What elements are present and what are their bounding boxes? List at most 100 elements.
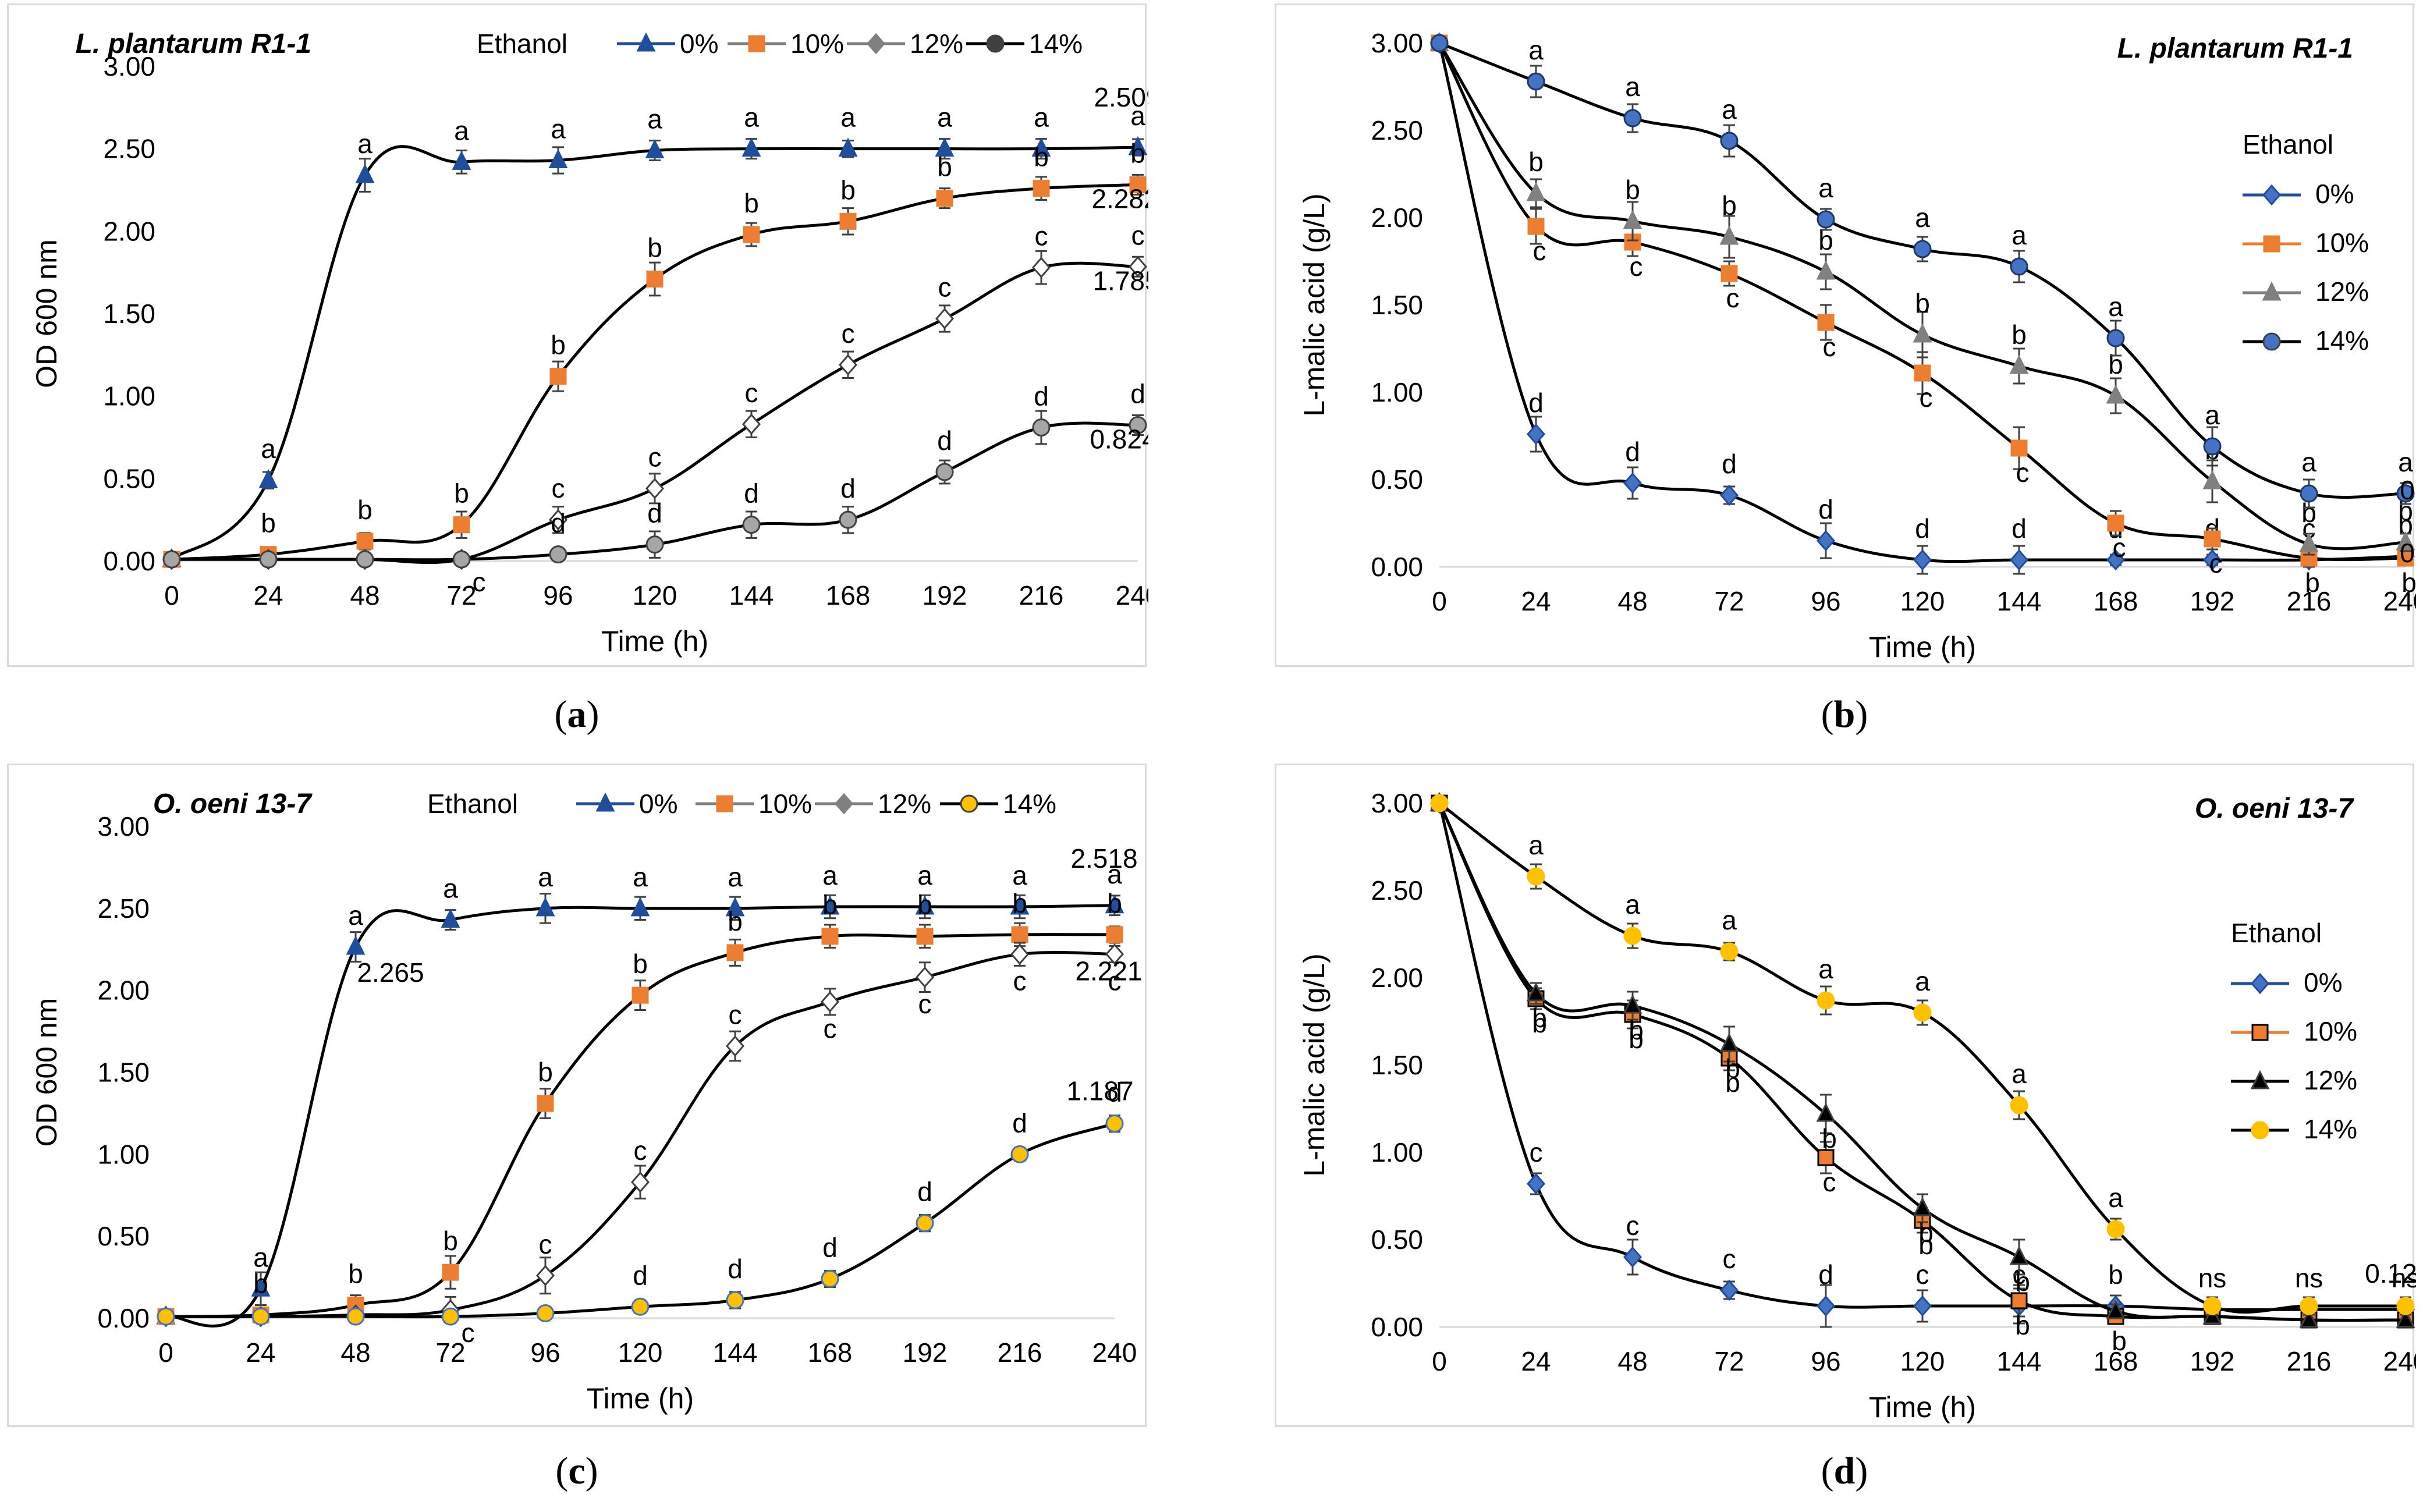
end-value-label: 0.42	[2400, 475, 2416, 505]
significance-letter: a	[2108, 292, 2123, 322]
y-axis-title: L-malic acid (g/L)	[1298, 953, 1331, 1176]
data-point	[1914, 364, 1931, 382]
significance-letter: b	[454, 478, 469, 509]
x-tick-label: 120	[633, 580, 677, 611]
data-point	[2010, 549, 2028, 571]
axes-group: 0.00 0.50 1.00 1.50 2.00 2.50 3.00 0 24 48 72 96 120…	[1298, 28, 2416, 663]
significance-letter: d	[1034, 381, 1049, 411]
significance-letter: b	[2015, 1310, 2030, 1340]
x-tick-label: 0	[1432, 586, 1447, 616]
data-point	[2300, 484, 2318, 503]
legend-title: Ethanol	[477, 29, 567, 59]
caption-a: (a)	[554, 693, 599, 736]
data-point	[2396, 484, 2415, 503]
data-point	[441, 908, 460, 928]
data-point	[631, 1171, 650, 1193]
data-point	[1719, 225, 1739, 245]
data-point	[2396, 531, 2415, 551]
data-point	[1623, 994, 1642, 1014]
significance-letter: d	[633, 1260, 648, 1290]
x-tick-label: 120	[618, 1337, 663, 1368]
data-point	[1105, 943, 1124, 965]
data-point	[645, 478, 664, 499]
x-tick-label: 192	[2190, 1346, 2235, 1376]
significance-letter: d	[1528, 388, 1544, 418]
legend-marker	[636, 32, 656, 52]
x-tick-label: 72	[435, 1337, 465, 1368]
x-tick-label: 144	[713, 1337, 758, 1368]
significance-letter: b	[937, 152, 952, 182]
y-tick-label: 2.00	[97, 975, 150, 1006]
x-tick-label: 0	[158, 1337, 173, 1368]
significance-letter: ns	[2392, 1263, 2416, 1293]
y-tick-label: 3.00	[103, 51, 155, 81]
significance-letter: c	[938, 272, 952, 303]
y-tick-label: 2.50	[1371, 115, 1423, 145]
axes-group: 0.00 0.50 1.00 1.50 2.00 2.50 3.00 0 24 48 72 96 120…	[1298, 788, 2416, 1424]
legend-label: 10%	[2304, 1016, 2357, 1046]
data-point	[726, 944, 744, 961]
significance-letter: c	[1726, 283, 1740, 313]
data-point	[742, 137, 761, 157]
data-point	[2106, 1220, 2125, 1238]
data-point	[1527, 423, 1545, 445]
significance-letter: c	[1630, 251, 1643, 282]
significance-letter: a	[538, 862, 553, 892]
significance-letter: a	[551, 114, 566, 144]
chart-c-svg: 0.00 0.50 1.00 1.50 2.00 2.50 3.00 0 24 48 72 96 120…	[30, 789, 1143, 1415]
end-value-label: 2.221	[1075, 956, 1142, 986]
data-point	[2203, 437, 2222, 456]
significance-letter: c	[745, 378, 758, 408]
significance-letter: b	[647, 233, 662, 263]
significance-letter: a	[454, 115, 469, 145]
caption-c: (c)	[555, 1450, 598, 1492]
y-tick-label: 0.50	[97, 1221, 150, 1251]
significance-letter: b	[2012, 320, 2027, 350]
x-tick-label: 24	[253, 580, 283, 611]
x-tick-label: 144	[1997, 586, 2042, 616]
data-point	[355, 164, 375, 183]
significance-letter: b	[728, 906, 743, 936]
y-tick-label: 2.00	[103, 216, 155, 246]
significance-letter: c	[2303, 513, 2316, 544]
significance-letter: c	[1920, 382, 1933, 413]
data-point	[548, 149, 568, 168]
significance-letter: b	[2015, 1266, 2030, 1297]
x-tick-label: 168	[2094, 1346, 2138, 1376]
series-line	[1438, 802, 2406, 1322]
x-tick-label: 48	[1617, 1346, 1647, 1376]
significance-letter: c	[1108, 966, 1122, 996]
series-10pct: b b b b b b b b b b	[157, 888, 1123, 1325]
x-tick-label: 216	[1019, 580, 1064, 611]
data-point	[1913, 1197, 1932, 1216]
significance-letter: c	[1533, 236, 1546, 266]
data-point	[536, 1304, 555, 1323]
data-point	[916, 966, 934, 988]
end-value-label: 2.509	[1094, 82, 1148, 112]
significance-letter: d	[2012, 513, 2027, 544]
significance-letter: b	[357, 495, 373, 525]
data-point	[2010, 257, 2028, 276]
x-tick-label: 216	[2287, 586, 2332, 616]
x-tick-label: 48	[350, 580, 379, 611]
end-value-label: 1.187	[1066, 1076, 1133, 1106]
x-tick-label: 24	[1521, 586, 1551, 616]
significance-letter: a	[822, 860, 838, 890]
data-point	[536, 1265, 555, 1287]
significance-letter: b	[1532, 1003, 1547, 1033]
series-line	[1439, 41, 2406, 499]
data-point	[1816, 260, 1836, 280]
data-point	[251, 1277, 271, 1297]
data-point	[2107, 514, 2124, 532]
significance-letter: d	[1722, 449, 1737, 479]
significance-letter: c	[729, 999, 742, 1030]
x-tick-label: 96	[1811, 1346, 1840, 1376]
data-point	[1527, 1173, 1545, 1195]
x-axis-title: Time (h)	[1869, 631, 1976, 663]
significance-letter: a	[1915, 203, 1930, 233]
chart-b-svg: 0.00 0.50 1.00 1.50 2.00 2.50 3.00 0 24 48 72 96 120…	[1298, 28, 2416, 663]
significance-letter: a	[1818, 954, 1833, 984]
x-tick-label: 120	[1900, 1346, 1945, 1376]
significance-letter: c	[1131, 220, 1145, 250]
data-point	[1913, 240, 1932, 258]
